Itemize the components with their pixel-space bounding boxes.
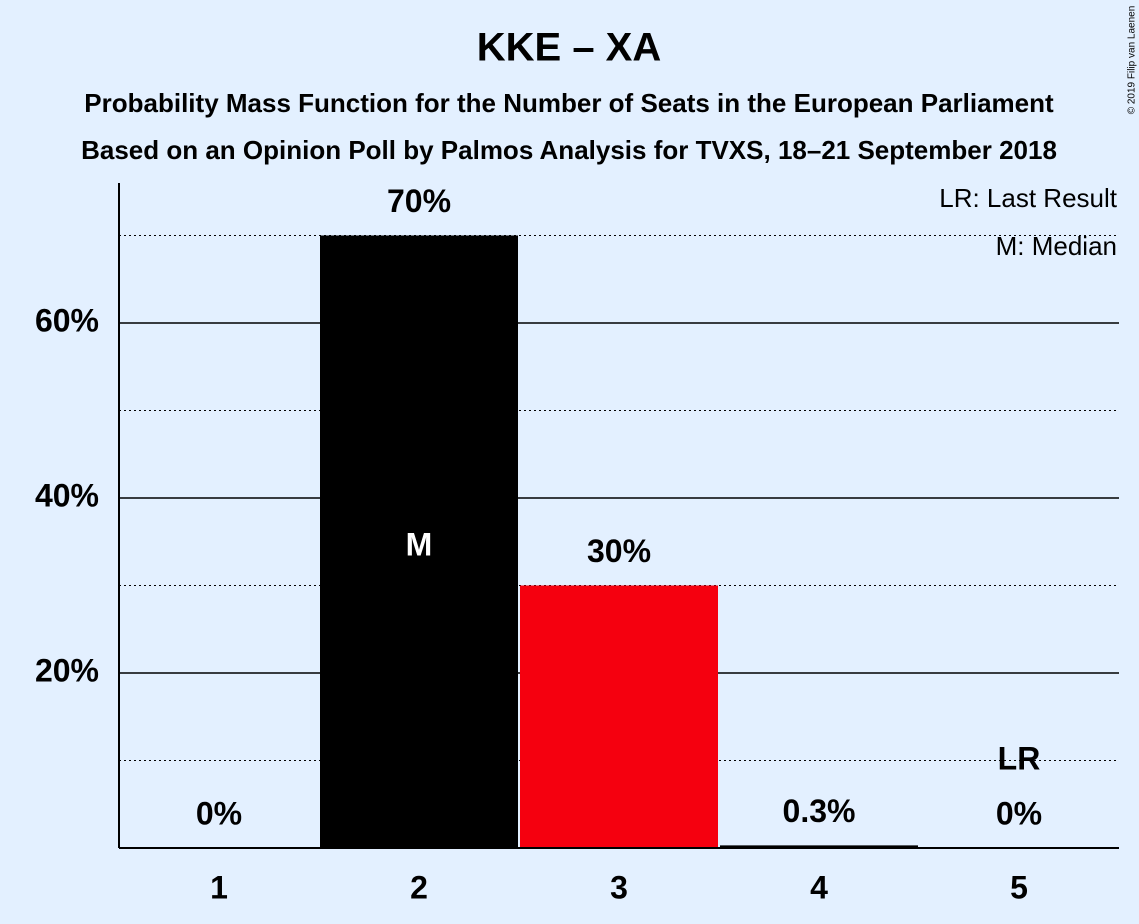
x-tick-label: 3 bbox=[610, 869, 628, 905]
bar bbox=[720, 845, 918, 848]
value-label: 0% bbox=[996, 795, 1042, 831]
y-tick-label: 60% bbox=[35, 302, 99, 338]
median-marker: M bbox=[406, 526, 433, 562]
chart-subtitle: Based on an Opinion Poll by Palmos Analy… bbox=[81, 135, 1057, 165]
value-label: 0% bbox=[196, 795, 242, 831]
chart-title: KKE – XA bbox=[477, 26, 662, 70]
x-tick-label: 4 bbox=[810, 869, 828, 905]
bar bbox=[520, 585, 718, 848]
x-tick-label: 1 bbox=[210, 869, 228, 905]
bar bbox=[320, 235, 518, 848]
x-tick-label: 5 bbox=[1010, 869, 1028, 905]
x-tick-label: 2 bbox=[410, 869, 428, 905]
value-label: 30% bbox=[587, 533, 651, 569]
y-tick-label: 20% bbox=[35, 652, 99, 688]
copyright: © 2019 Filip van Laenen bbox=[1127, 6, 1138, 115]
value-label: 70% bbox=[387, 183, 451, 219]
value-label: 0.3% bbox=[783, 793, 856, 829]
legend-entry: M: Median bbox=[996, 231, 1117, 261]
y-tick-label: 40% bbox=[35, 477, 99, 513]
legend-entry: LR: Last Result bbox=[939, 183, 1118, 213]
last-result-marker: LR bbox=[998, 740, 1041, 776]
chart-subtitle: Probability Mass Function for the Number… bbox=[84, 88, 1054, 118]
